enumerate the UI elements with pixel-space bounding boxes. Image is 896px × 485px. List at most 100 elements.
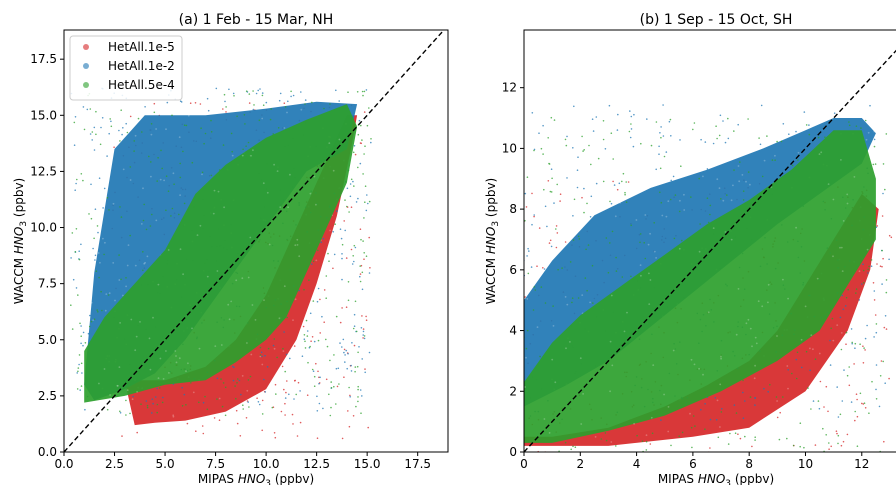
panel-b-point-hetall-5e-4 (786, 437, 788, 440)
panel-a-point-hetall-1e-2 (80, 342, 82, 345)
panel-b-point-hetall-5e-4 (624, 193, 626, 196)
panel-a-point-hetall-1e-2 (358, 346, 360, 348)
panel-b-point-hetall-1e-2 (803, 111, 806, 113)
panel-a-point-texture (206, 275, 209, 278)
panel-b-x-tick-label: 0 (520, 457, 528, 471)
panel-b-point-hetall-1e-2 (572, 147, 574, 149)
panel-a-point-hetall-5e-4 (259, 346, 262, 349)
panel-b-point-hetall-5e-4 (628, 130, 631, 133)
panel-b-point-hetall-5e-4 (862, 282, 865, 284)
panel-b-point-hetall-1e-2 (854, 347, 856, 350)
panel-a-point-hetall-5e-4 (75, 228, 78, 230)
panel-b-point-hetall-5e-4 (734, 432, 737, 435)
panel-b-point-hetall-5e-4 (511, 221, 513, 223)
panel-b-point-texture (836, 324, 839, 326)
panel-b-point-hetall-5e-4 (669, 118, 672, 121)
panel-b-point-hetall-5e-4 (884, 188, 886, 191)
panel-b-point-hetall-1e-2 (767, 391, 769, 393)
panel-a-point-hetall-5e-4 (96, 225, 99, 227)
panel-a-point-hetall-5e-4 (328, 393, 330, 396)
panel-b-point-hetall-5e-4 (706, 197, 709, 199)
panel-a-point-hetall-1e-2 (92, 247, 94, 250)
panel-a-point-hetall-1e-2 (257, 89, 260, 92)
panel-a-point-texture (235, 279, 238, 282)
panel-a-point-hetall-1e-2 (316, 300, 319, 303)
panel-a-point-texture (108, 292, 111, 295)
panel-a-point-texture (223, 206, 226, 209)
panel-a-point-hetall-5e-4 (220, 378, 222, 380)
panel-a-point-hetall-1e-2 (240, 393, 242, 396)
panel-b-point-hetall-5e-4 (611, 230, 614, 233)
panel-a-point-hetall-1e-5 (349, 394, 351, 397)
panel-b-point-hetall-1e-2 (542, 124, 544, 127)
panel-b-point-hetall-5e-4 (796, 351, 799, 354)
panel-a-point-hetall-5e-4 (236, 382, 238, 384)
panel-a-point-hetall-5e-4 (346, 205, 348, 208)
panel-b-point-hetall-5e-4 (824, 136, 826, 138)
panel-a-point-hetall-1e-2 (332, 231, 335, 233)
panel-a-point-hetall-5e-4 (248, 93, 251, 95)
panel-a-point-hetall-1e-2 (144, 106, 146, 108)
panel-a-point-hetall-1e-2 (303, 338, 306, 341)
panel-b-point-hetall-5e-4 (519, 266, 521, 268)
panel-b-point-hetall-5e-4 (859, 392, 862, 395)
panel-b-point-hetall-1e-2 (520, 126, 522, 128)
panel-b-point-texture (751, 345, 753, 348)
panel-b-point-hetall-1e-2 (531, 223, 533, 226)
panel-a-point-hetall-5e-4 (225, 106, 227, 108)
panel-a-point-hetall-5e-4 (76, 178, 78, 181)
panel-a-point-texture (254, 319, 257, 321)
panel-b-point-hetall-1e-2 (520, 149, 522, 151)
panel-b-point-hetall-5e-4 (856, 445, 859, 448)
panel-b-point-texture (594, 436, 597, 438)
panel-b-point-hetall-5e-4 (691, 446, 693, 449)
panel-a-point-hetall-1e-2 (317, 287, 320, 290)
panel-b-point-texture (749, 183, 751, 186)
panel-b-point-texture (841, 270, 844, 272)
panel-a-point-hetall-1e-2 (257, 401, 260, 403)
panel-a-point-texture (92, 319, 94, 322)
panel-a-point-hetall-1e-2 (265, 101, 268, 104)
panel-b-point-hetall-5e-4 (885, 291, 888, 294)
panel-b-point-hetall-1e-2 (869, 104, 871, 107)
panel-b-point-texture (672, 349, 675, 352)
panel-a-point-texture (241, 154, 244, 157)
panel-a-point-hetall-1e-5 (239, 435, 242, 437)
panel-b-point-hetall-1e-2 (513, 291, 515, 293)
panel-a-point-hetall-5e-4 (261, 413, 264, 415)
panel-a-point-hetall-5e-4 (120, 216, 123, 218)
panel-a-point-hetall-5e-4 (156, 403, 159, 406)
panel-b-point-hetall-5e-4 (747, 171, 750, 173)
panel-b-point-texture (693, 363, 696, 366)
panel-a-point-hetall-5e-4 (270, 108, 273, 110)
panel-b-point-hetall-1e-2 (668, 120, 671, 123)
panel-a-point-hetall-1e-2 (87, 332, 90, 335)
panel-a-point-texture (103, 368, 106, 370)
panel-a-point-hetall-1e-5 (225, 111, 227, 113)
panel-a-point-hetall-1e-2 (121, 133, 123, 136)
panel-b-point-texture (554, 381, 557, 384)
panel-b-point-hetall-1e-2 (616, 129, 619, 131)
panel-a-point-hetall-1e-5 (222, 108, 224, 110)
panel-a-point-hetall-5e-4 (76, 388, 79, 390)
panel-b-point-hetall-5e-4 (639, 233, 642, 235)
panel-b-point-hetall-1e-2 (809, 369, 811, 372)
panel-a-point-hetall-5e-4 (80, 173, 83, 175)
panel-b-point-hetall-1e-5 (872, 282, 875, 284)
panel-b-point-texture (816, 277, 819, 280)
panel-a-point-hetall-1e-2 (344, 354, 346, 356)
panel-a-point-hetall-1e-2 (82, 106, 85, 108)
panel-b-point-hetall-1e-2 (795, 358, 798, 361)
panel-a-point-hetall-1e-2 (78, 250, 80, 252)
panel-a-point-hetall-5e-4 (133, 140, 135, 142)
panel-b-point-hetall-1e-5 (876, 263, 878, 265)
panel-a-point-texture (309, 192, 312, 195)
panel-a-point-hetall-5e-4 (200, 127, 202, 129)
panel-a-point-hetall-1e-2 (309, 312, 312, 315)
panel-b-point-hetall-1e-2 (714, 397, 717, 399)
panel-b-point-hetall-1e-2 (843, 369, 845, 371)
panel-b-point-hetall-5e-4 (532, 309, 535, 311)
panel-a-point-hetall-1e-2 (179, 100, 182, 102)
panel-a-point-hetall-1e-2 (81, 372, 83, 374)
panel-a-point-hetall-1e-2 (312, 370, 315, 373)
